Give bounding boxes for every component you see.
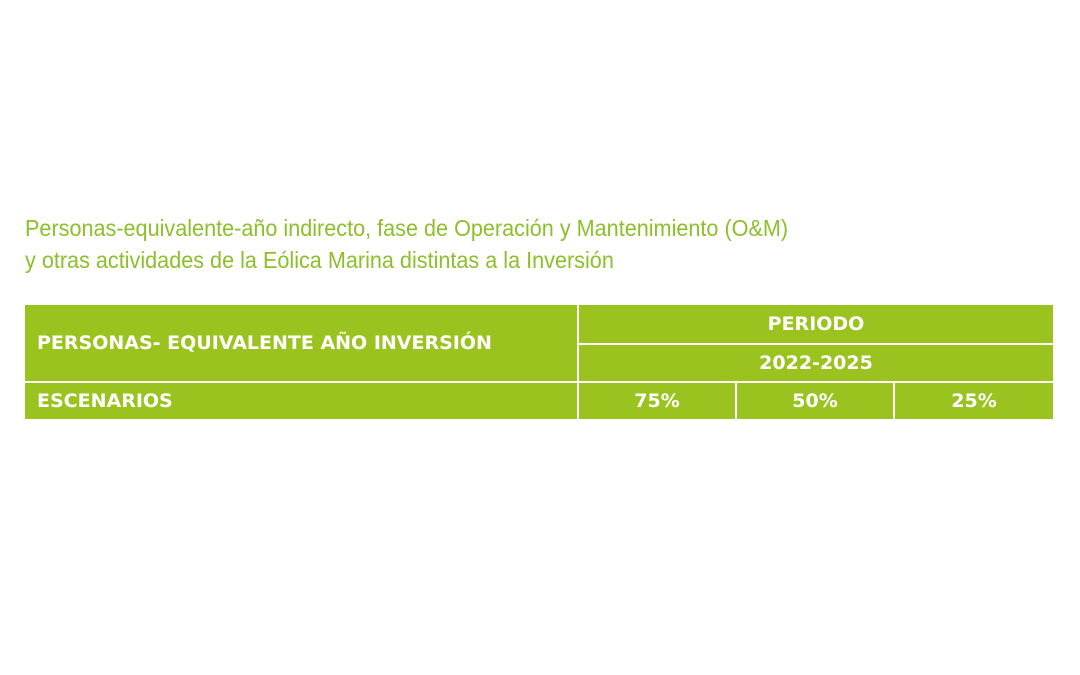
scenario-cell-50: 50%: [792, 390, 838, 412]
divider-scenario-2: [893, 381, 895, 419]
divider-under-periodo: [577, 343, 1053, 345]
divider-scenario-1: [735, 381, 737, 419]
periodo-cell: PERIODO: [767, 313, 865, 335]
title-line-1: Personas-equivalente-año indirecto, fase…: [25, 215, 789, 241]
title-line-2: y otras actividades de la Eólica Marina …: [25, 247, 614, 273]
divider-above-escenarios: [25, 381, 1053, 383]
scenario-cell-75: 75%: [634, 390, 680, 412]
scenario-cell-25: 25%: [951, 390, 997, 412]
document-title: Personas-equivalente-año indirecto, fase…: [25, 212, 993, 276]
header-label-cell: PERSONAS- EQUIVALENTE AÑO INVERSIÓN: [37, 332, 492, 354]
scenarios-table: PERSONAS- EQUIVALENTE AÑO INVERSIÓN PERI…: [25, 305, 1053, 419]
escenarios-label-cell: ESCENARIOS: [37, 390, 173, 412]
period-value-cell: 2022-2025: [759, 352, 873, 374]
divider-vertical-main: [577, 305, 579, 419]
